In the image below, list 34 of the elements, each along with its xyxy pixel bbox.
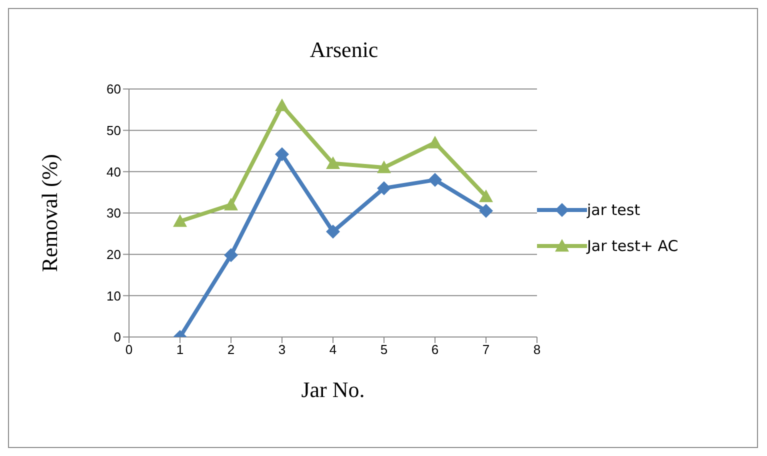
point bbox=[275, 147, 289, 162]
x-tick-label: 1 bbox=[176, 342, 184, 358]
chart-title: Arsenic bbox=[308, 37, 380, 63]
point bbox=[275, 98, 289, 112]
x-tick-label: 3 bbox=[278, 342, 286, 358]
point bbox=[377, 160, 391, 174]
y-tick-label: 50 bbox=[106, 122, 121, 138]
y-tick-label: 0 bbox=[114, 330, 121, 345]
point bbox=[326, 224, 340, 239]
x-tick-label: 0 bbox=[125, 342, 133, 358]
x-axis-title: Jar No. bbox=[301, 377, 365, 402]
y-tick-label: 20 bbox=[106, 246, 121, 262]
point bbox=[224, 198, 238, 210]
y-tick-label: 30 bbox=[106, 206, 121, 221]
legend-label: Jar test+ AC bbox=[587, 237, 678, 255]
point bbox=[479, 189, 493, 202]
point bbox=[428, 172, 442, 187]
y-axis-title: Removal (%) bbox=[36, 154, 62, 272]
y-tick-label: 10 bbox=[106, 288, 121, 304]
y-tick-label: 60 bbox=[106, 82, 121, 97]
x-tick-label: 5 bbox=[380, 342, 388, 358]
y-tick-label: 40 bbox=[106, 164, 121, 180]
x-tick-label: 6 bbox=[431, 342, 439, 358]
x-tick-label: 4 bbox=[329, 342, 337, 358]
point bbox=[173, 214, 187, 227]
point bbox=[479, 204, 493, 218]
x-tick-label: 2 bbox=[227, 342, 235, 358]
x-tick-label: 7 bbox=[482, 342, 490, 358]
legend-label: jar test bbox=[587, 201, 640, 219]
x-tick-label: 8 bbox=[533, 342, 541, 358]
point bbox=[224, 248, 238, 262]
point bbox=[377, 181, 391, 196]
point bbox=[428, 136, 442, 148]
point bbox=[326, 156, 340, 169]
